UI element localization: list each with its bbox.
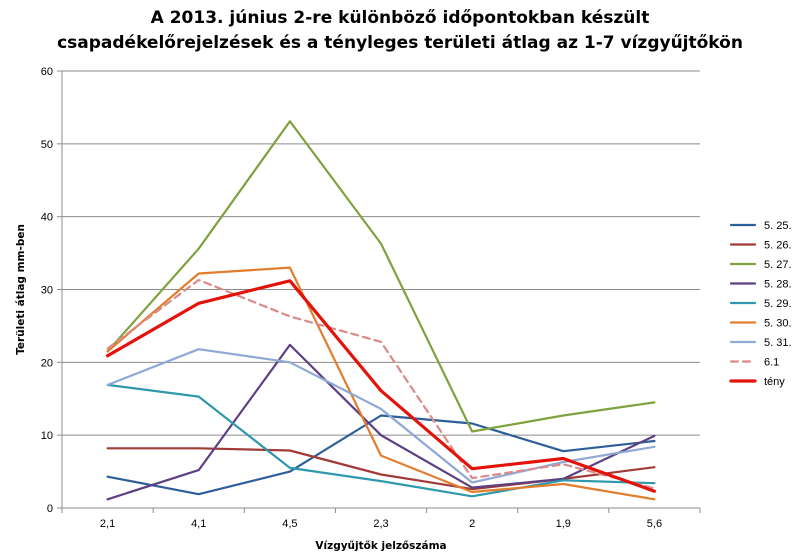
legend-label: tény	[764, 376, 785, 388]
y-tick-label: 0	[47, 503, 53, 515]
x-tick-label: 2,3	[373, 518, 388, 530]
gridlines	[62, 70, 700, 436]
y-tick-label: 20	[41, 357, 53, 369]
chart-title-line-2: csapadékelőrejelzések és a tényleges ter…	[57, 33, 743, 53]
y-tick-label: 30	[41, 285, 53, 297]
series-line	[106, 414, 656, 496]
series-line	[105, 279, 657, 493]
series-line	[106, 343, 656, 501]
legend-label: 5. 29.	[764, 298, 792, 310]
chart-title: A 2013. június 2-re különböző időpontokb…	[0, 6, 800, 56]
x-tick-label: 5,6	[647, 518, 662, 530]
legend-label: 5. 27.	[764, 259, 792, 271]
y-tick-label: 10	[41, 430, 53, 442]
series-line	[106, 120, 656, 433]
y-tick-label: 60	[41, 66, 53, 78]
x-tick-label: 4,1	[191, 518, 206, 530]
legend-label: 5. 31.	[764, 337, 792, 349]
axes: 0 10 20 30 40 50 60 2,1 4,1 4,5 2,3 2 1,9 5,6	[41, 66, 701, 530]
series-line	[106, 383, 656, 498]
legend: 5. 25. 5. 26. 5. 27. 5. 28. 5. 29. 5. 30. 5. 3…	[729, 220, 792, 388]
series-lines	[105, 120, 657, 501]
x-tick-label: 2	[469, 518, 475, 530]
legend-label: 5. 28.	[764, 279, 792, 291]
series-line	[106, 266, 656, 501]
legend-label: 5. 26.	[764, 240, 792, 252]
x-axis-title: Vízgyűjtők jelzőszáma	[315, 540, 446, 552]
x-tick-label: 2,1	[100, 518, 115, 530]
series-line	[106, 278, 656, 490]
legend-label: 5. 30.	[764, 318, 792, 330]
chart-title-line-1: A 2013. június 2-re különböző időpontokb…	[150, 8, 650, 28]
series-line	[106, 348, 656, 484]
x-tick-label: 1,9	[556, 518, 571, 530]
y-tick-label: 40	[41, 212, 53, 224]
x-tick-label: 4,5	[282, 518, 297, 530]
legend-label: 6.1	[764, 357, 779, 369]
legend-label: 5. 25.	[764, 220, 792, 232]
y-tick-label: 50	[41, 139, 53, 151]
y-axis-title: Területi átlag mm-ben	[15, 224, 27, 355]
